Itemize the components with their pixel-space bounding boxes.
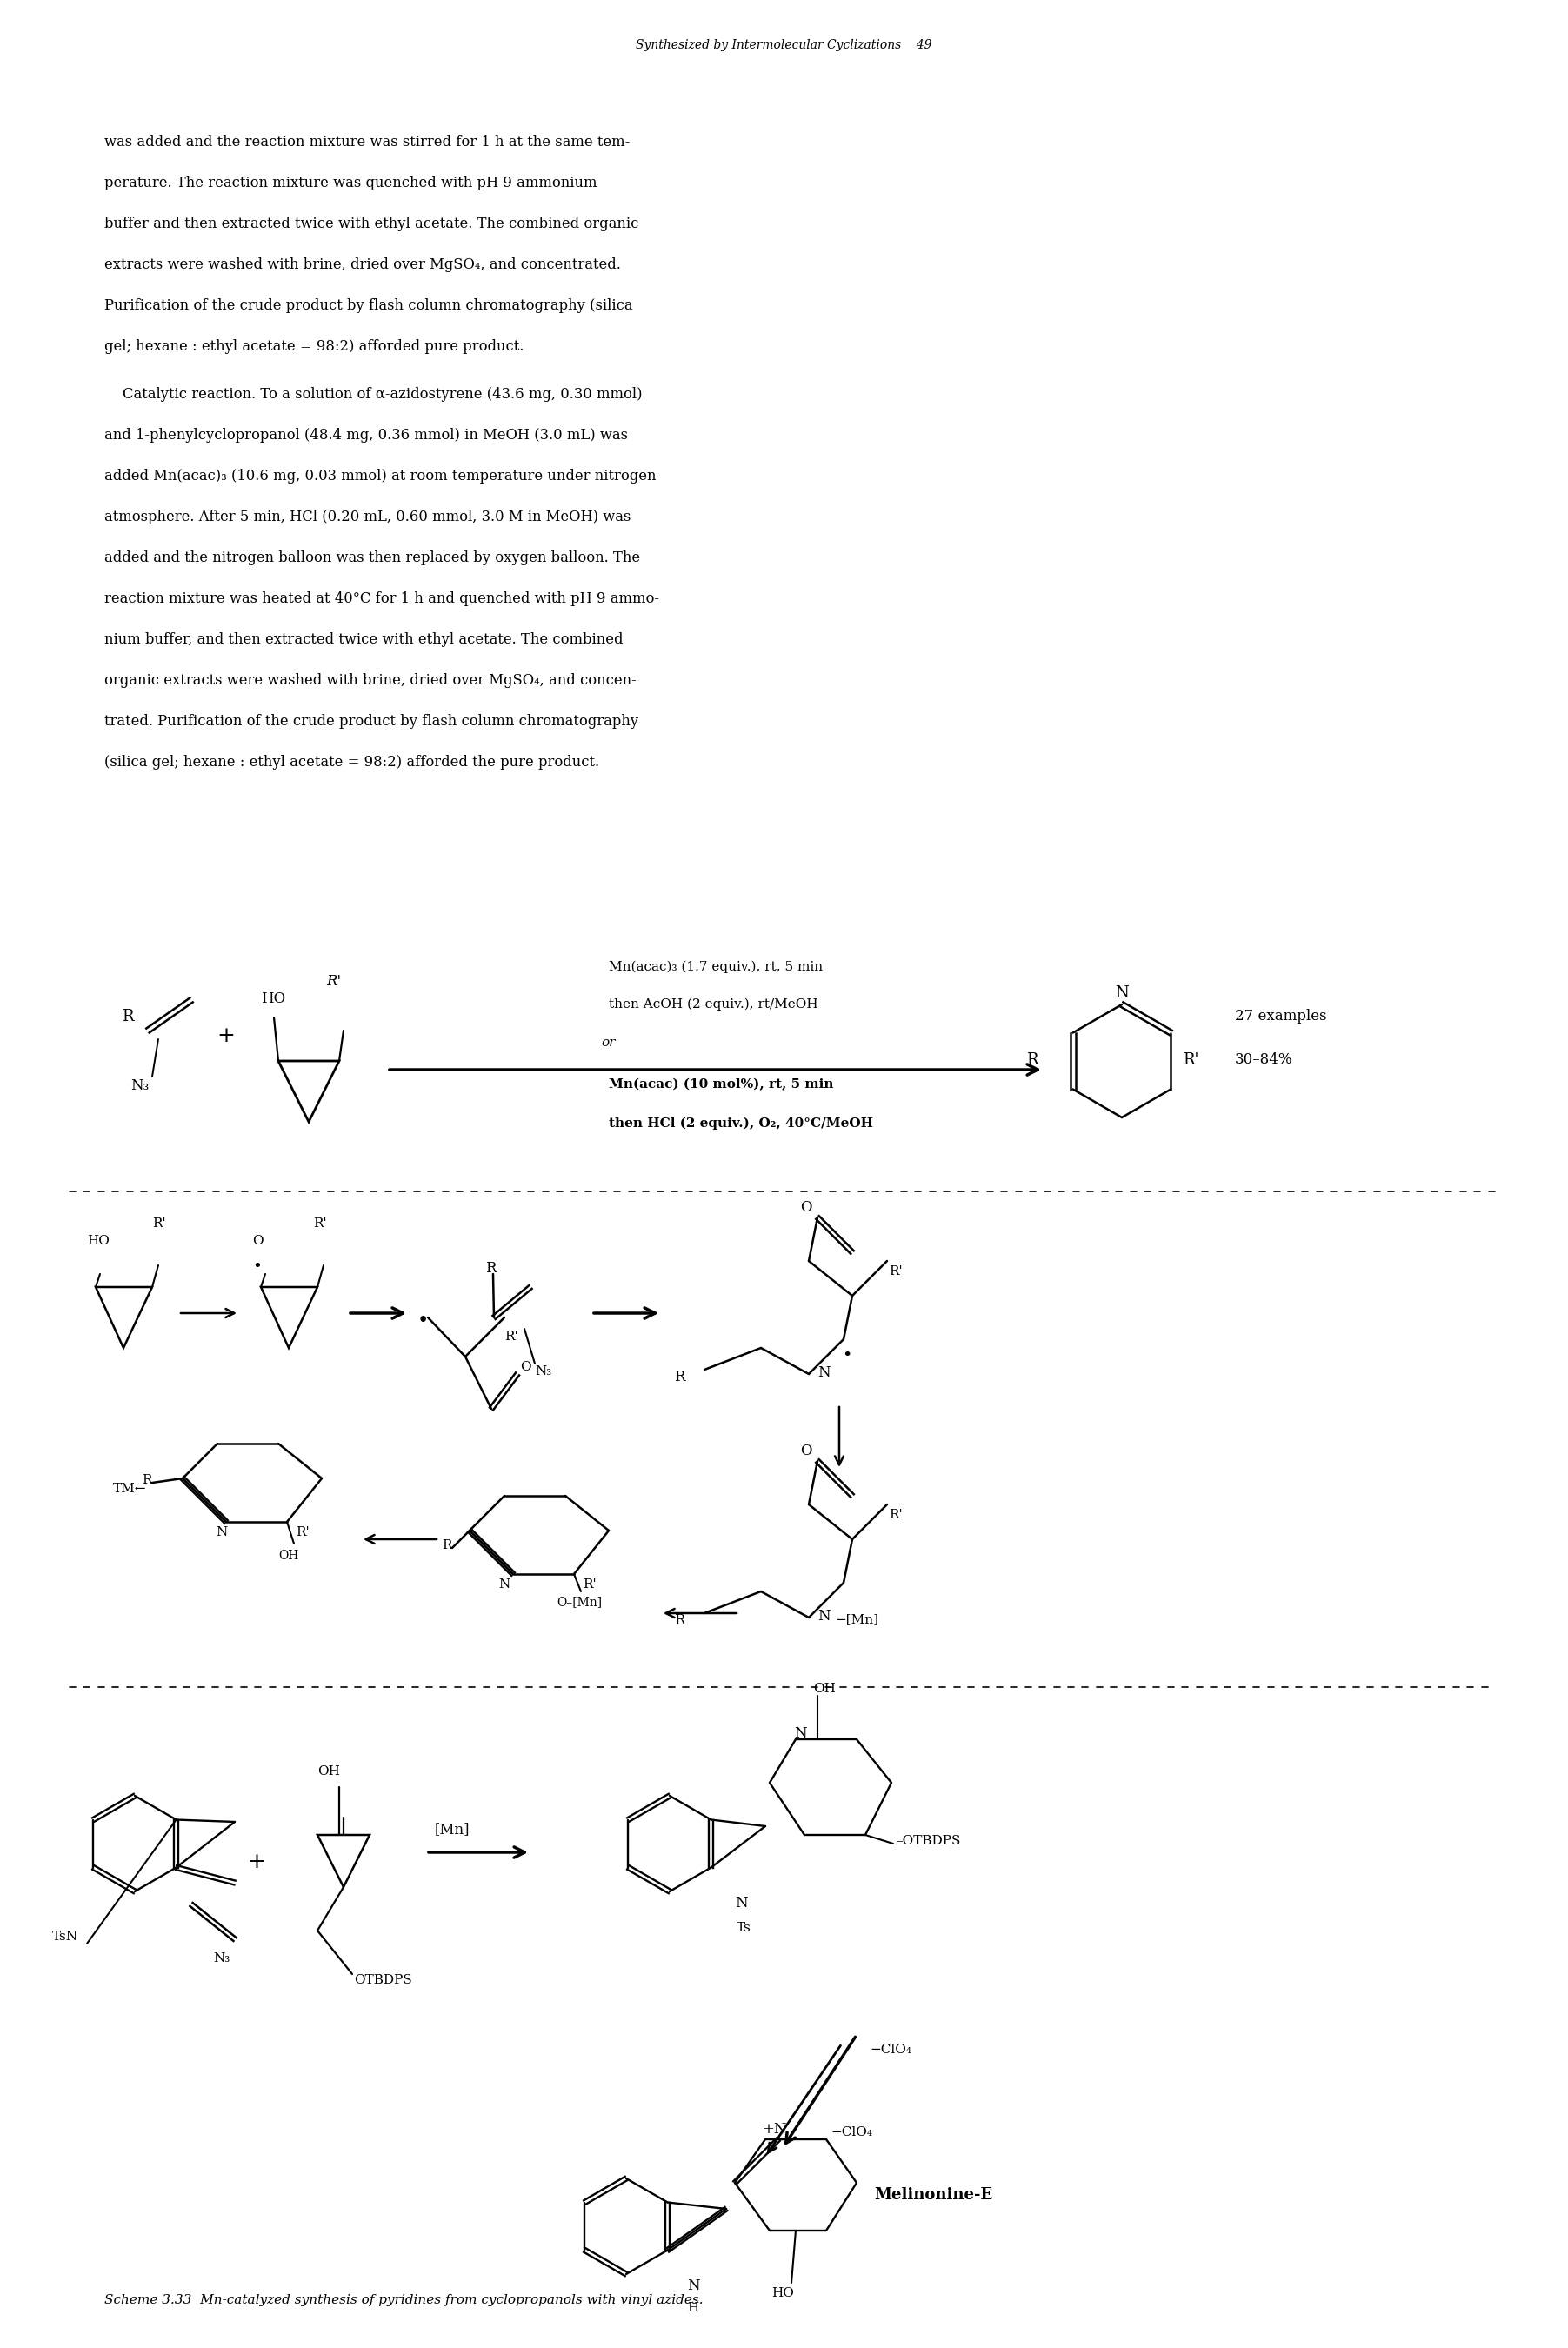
Text: then AcOH (2 equiv.), rt/MeOH: then AcOH (2 equiv.), rt/MeOH <box>608 998 818 1012</box>
Text: Scheme 3.33  Mn-catalyzed synthesis of pyridines from cyclopropanols with vinyl : Scheme 3.33 Mn-catalyzed synthesis of py… <box>105 2294 702 2306</box>
Text: atmosphere. After 5 min, HCl (0.20 mL, 0.60 mmol, 3.0 M in MeOH) was: atmosphere. After 5 min, HCl (0.20 mL, 0… <box>105 510 630 524</box>
Text: H: H <box>687 2301 699 2315</box>
Text: +: + <box>216 1026 235 1047</box>
Text: Ts: Ts <box>737 1923 751 1935</box>
Text: R: R <box>122 1010 133 1024</box>
Text: organic extracts were washed with brine, dried over MgSO₄, and concen-: organic extracts were washed with brine,… <box>105 674 637 688</box>
Text: R: R <box>1025 1052 1038 1068</box>
Text: R': R' <box>889 1266 902 1277</box>
Text: −ClO₄: −ClO₄ <box>831 2127 872 2139</box>
Text: N₃: N₃ <box>213 1951 230 1965</box>
Text: N: N <box>687 2278 699 2294</box>
Text: −[Mn]: −[Mn] <box>834 1613 878 1625</box>
Text: trated. Purification of the crude product by flash column chromatography: trated. Purification of the crude produc… <box>105 714 638 728</box>
Text: R: R <box>674 1613 685 1627</box>
Text: •: • <box>252 1259 262 1275</box>
Text: TsN: TsN <box>52 1930 78 1942</box>
Text: OH: OH <box>317 1766 340 1777</box>
Text: Catalytic reaction. To a solution of α-azidostyrene (43.6 mg, 0.30 mmol): Catalytic reaction. To a solution of α-a… <box>105 387 643 402</box>
Text: TM←: TM← <box>113 1482 146 1496</box>
Text: R': R' <box>152 1219 166 1230</box>
Text: added Mn(acac)₃ (10.6 mg, 0.03 mmol) at room temperature under nitrogen: added Mn(acac)₃ (10.6 mg, 0.03 mmol) at … <box>105 470 655 484</box>
Text: N: N <box>735 1895 748 1911</box>
Text: R': R' <box>326 974 340 989</box>
Text: nium buffer, and then extracted twice with ethyl acetate. The combined: nium buffer, and then extracted twice wi… <box>105 632 622 648</box>
Text: O: O <box>521 1362 532 1374</box>
Text: R': R' <box>314 1219 326 1230</box>
Text: −ClO₄: −ClO₄ <box>870 2043 911 2057</box>
Text: extracts were washed with brine, dried over MgSO₄, and concentrated.: extracts were washed with brine, dried o… <box>105 258 621 272</box>
Text: R': R' <box>583 1578 596 1590</box>
Text: O: O <box>800 1200 812 1214</box>
Text: HO: HO <box>771 2287 793 2299</box>
Text: R': R' <box>505 1331 517 1343</box>
Text: R: R <box>485 1261 495 1275</box>
Text: then HCl (2 equiv.), O₂, 40°C/MeOH: then HCl (2 equiv.), O₂, 40°C/MeOH <box>608 1118 873 1129</box>
Text: •: • <box>417 1313 430 1331</box>
Text: N: N <box>1115 986 1129 1000</box>
Text: •: • <box>842 1348 851 1364</box>
Text: added and the nitrogen balloon was then replaced by oxygen balloon. The: added and the nitrogen balloon was then … <box>105 549 640 566</box>
Text: OTBDPS: OTBDPS <box>354 1975 412 1986</box>
Text: was added and the reaction mixture was stirred for 1 h at the same tem-: was added and the reaction mixture was s… <box>105 134 630 150</box>
Text: and 1-phenylcyclopropanol (48.4 mg, 0.36 mmol) in MeOH (3.0 mL) was: and 1-phenylcyclopropanol (48.4 mg, 0.36… <box>105 427 627 444</box>
Text: N: N <box>817 1364 829 1381</box>
Text: gel; hexane : ethyl acetate = 98:2) afforded pure product.: gel; hexane : ethyl acetate = 98:2) affo… <box>105 338 524 355</box>
Text: N₃: N₃ <box>535 1364 552 1378</box>
Text: N₃: N₃ <box>130 1078 149 1094</box>
Text: [Mn]: [Mn] <box>434 1822 470 1836</box>
Text: R: R <box>143 1475 152 1486</box>
Text: Synthesized by Intermolecular Cyclizations    49: Synthesized by Intermolecular Cyclizatio… <box>635 40 931 52</box>
Text: 27 examples: 27 examples <box>1236 1010 1327 1024</box>
Text: O: O <box>252 1235 263 1247</box>
Text: –OTBDPS: –OTBDPS <box>895 1834 961 1848</box>
Text: R': R' <box>296 1526 309 1538</box>
Text: buffer and then extracted twice with ethyl acetate. The combined organic: buffer and then extracted twice with eth… <box>105 216 638 232</box>
Text: O–[Mn]: O–[Mn] <box>557 1597 602 1608</box>
Text: Purification of the crude product by flash column chromatography (silica: Purification of the crude product by fla… <box>105 298 633 312</box>
Text: OH: OH <box>814 1684 836 1695</box>
Text: OH: OH <box>278 1550 298 1561</box>
Text: O: O <box>800 1444 812 1458</box>
Text: perature. The reaction mixture was quenched with pH 9 ammonium: perature. The reaction mixture was quenc… <box>105 176 597 190</box>
Text: (silica gel; hexane : ethyl acetate = 98:2) afforded the pure product.: (silica gel; hexane : ethyl acetate = 98… <box>105 754 599 770</box>
Text: Mn(acac) (10 mol%), rt, 5 min: Mn(acac) (10 mol%), rt, 5 min <box>608 1078 834 1092</box>
Text: N: N <box>817 1608 829 1622</box>
Text: HO: HO <box>86 1235 110 1247</box>
Text: Melinonine-E: Melinonine-E <box>873 2186 993 2202</box>
Text: N: N <box>499 1578 510 1590</box>
Text: or: or <box>602 1035 616 1050</box>
Text: N: N <box>216 1526 227 1538</box>
Text: +N: +N <box>762 2123 787 2137</box>
Text: +: + <box>248 1853 265 1871</box>
Text: reaction mixture was heated at 40°C for 1 h and quenched with pH 9 ammo-: reaction mixture was heated at 40°C for … <box>105 592 659 606</box>
Text: N: N <box>793 1726 806 1740</box>
Text: Mn(acac)₃ (1.7 equiv.), rt, 5 min: Mn(acac)₃ (1.7 equiv.), rt, 5 min <box>608 960 823 974</box>
Text: R': R' <box>1182 1052 1198 1068</box>
Text: HO: HO <box>260 991 285 1007</box>
Text: R: R <box>674 1369 685 1385</box>
Text: R': R' <box>889 1510 902 1522</box>
Text: 30–84%: 30–84% <box>1236 1052 1292 1066</box>
Text: R: R <box>442 1540 452 1552</box>
